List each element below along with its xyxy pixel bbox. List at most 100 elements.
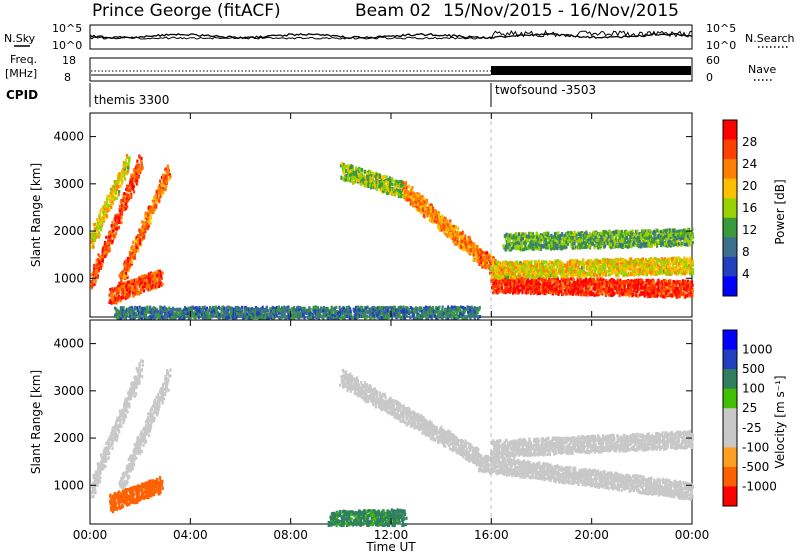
range-cell — [129, 187, 132, 191]
range-cell — [596, 284, 599, 288]
range-cell — [622, 273, 626, 277]
range-cell — [119, 281, 122, 285]
range-cell — [119, 275, 122, 279]
range-cell — [123, 284, 126, 288]
range-cell — [103, 204, 106, 208]
range-cell — [500, 263, 503, 268]
range-cell — [104, 212, 107, 216]
range-cell — [114, 297, 117, 301]
range-cell — [153, 198, 156, 202]
range-cell — [108, 243, 111, 247]
range-cell — [451, 227, 454, 231]
range-cell — [341, 177, 345, 181]
range-cell — [149, 212, 152, 216]
range-cell — [665, 283, 669, 287]
range-cell — [659, 282, 662, 286]
range-cell — [604, 271, 608, 275]
range-cell — [580, 280, 584, 284]
range-cell — [112, 300, 115, 304]
range-cell — [108, 300, 111, 304]
range-cell — [120, 178, 123, 182]
range-cell — [124, 162, 127, 166]
range-cell — [124, 296, 127, 300]
cpid-segment-2: twofsound -3503 — [495, 83, 596, 97]
range-cell — [586, 281, 589, 285]
nave-label: Nave — [748, 63, 776, 76]
range-cell — [105, 214, 108, 218]
range-cell — [598, 292, 601, 296]
range-cell — [133, 256, 137, 260]
range-cell — [578, 273, 581, 277]
range-cell — [124, 281, 127, 285]
range-cell — [142, 235, 145, 240]
range-cell — [167, 170, 170, 175]
range-cell — [592, 278, 595, 282]
range-cell — [90, 233, 93, 237]
range-cell — [603, 267, 607, 271]
range-cell — [137, 171, 140, 176]
range-cell — [405, 186, 408, 190]
range-cell — [521, 290, 524, 295]
range-cell — [665, 279, 668, 283]
range-cell — [690, 285, 693, 290]
range-cell — [145, 217, 149, 221]
range-cell — [114, 219, 117, 223]
range-cell — [133, 246, 136, 250]
range-cell — [141, 166, 144, 170]
range-cell — [611, 288, 614, 293]
range-cell — [603, 264, 606, 268]
range-cell — [523, 260, 526, 264]
nsearch-trace — [89, 29, 693, 40]
range-cell — [419, 210, 422, 214]
range-cell — [608, 286, 611, 290]
range-cell — [529, 260, 532, 265]
range-cell — [146, 220, 149, 224]
range-cell — [584, 277, 588, 281]
range-cell — [561, 292, 564, 296]
nsearch-tick-bottom: 10^0 — [706, 39, 736, 52]
range-cell — [377, 181, 380, 185]
range-cell — [135, 288, 138, 292]
range-cell — [563, 263, 567, 267]
range-cell — [556, 280, 560, 284]
range-cell — [690, 294, 693, 298]
range-cell — [151, 278, 154, 282]
range-cell — [677, 294, 681, 299]
range-cell — [567, 271, 570, 275]
range-cell — [514, 269, 517, 273]
range-cell — [624, 293, 628, 297]
range-cell — [504, 279, 507, 283]
range-cell — [142, 289, 146, 293]
range-cell — [101, 248, 104, 252]
range-cell — [124, 207, 127, 211]
range-cell — [505, 283, 508, 287]
range-cell — [152, 272, 155, 276]
range-cell — [152, 204, 155, 208]
range-cell — [100, 207, 103, 211]
range-cell — [108, 194, 111, 198]
nsky-panel-frame — [89, 24, 693, 50]
range-cell — [150, 286, 153, 290]
range-cell — [102, 216, 105, 220]
range-cell — [691, 289, 694, 293]
range-cell — [461, 232, 464, 236]
range-cell — [96, 275, 99, 279]
range-cell — [615, 273, 618, 277]
range-cell — [158, 196, 161, 200]
range-cell — [101, 262, 104, 266]
range-cell — [104, 204, 108, 208]
range-cell — [122, 199, 125, 203]
range-cell — [126, 264, 129, 268]
range-cell — [141, 220, 144, 224]
range-cell — [154, 282, 158, 287]
range-cell — [513, 273, 517, 277]
range-cell — [129, 283, 132, 287]
range-cell — [121, 274, 124, 278]
range-cell — [134, 285, 137, 289]
range-cell — [97, 231, 100, 235]
range-cell — [165, 179, 168, 183]
range-cell — [569, 287, 572, 291]
range-cell — [161, 192, 164, 196]
range-cell — [114, 227, 117, 231]
